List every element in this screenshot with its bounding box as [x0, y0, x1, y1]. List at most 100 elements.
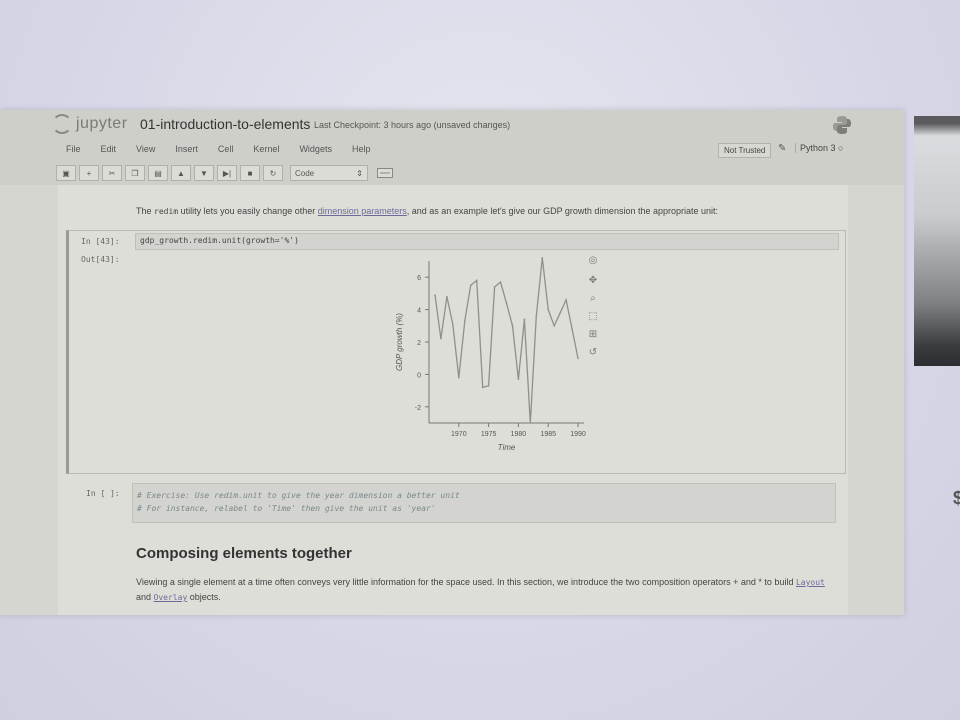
notebook-toolbar: ▣ + ✂ ❐ ▤ ▲ ▼ ▶| ■ ↻ Code ⇕ [56, 165, 393, 181]
kernel-idle-icon: ○ [838, 143, 844, 153]
restart-button[interactable]: ↻ [263, 165, 283, 181]
kernel-indicator: Python 3 ○ [795, 143, 843, 153]
data-point [571, 328, 573, 330]
dimension-parameters-link[interactable]: dimension parameters [317, 206, 407, 216]
y-tick-label: 0 [417, 372, 421, 379]
y-axis-label: GDP growth (%) [395, 313, 404, 371]
code-input[interactable]: gdp_growth.redim.unit(growth='%') [135, 233, 839, 250]
input-prompt: In [43]: [81, 237, 120, 246]
x-tick-label: 1990 [570, 431, 586, 438]
data-point [577, 357, 579, 359]
jupyter-logo[interactable]: jupyter [52, 114, 128, 134]
code-cell-exercise[interactable]: In [ ]: # Exercise: Use redim.unit to gi… [66, 481, 842, 531]
data-point [463, 320, 466, 322]
insert-cell-button[interactable]: + [79, 165, 99, 181]
data-point [499, 281, 502, 283]
data-point [553, 325, 555, 327]
data-point [452, 323, 454, 325]
comment-line-2: # For instance, relabel to 'Time' then g… [137, 504, 436, 513]
run-button[interactable]: ▶| [217, 165, 237, 181]
markdown-cell-redim[interactable]: The redim utility lets you easily change… [136, 206, 718, 216]
y-tick-label: -2 [415, 405, 421, 412]
markdown-cell-composing[interactable]: Viewing a single element at a time often… [136, 575, 836, 605]
refresh-icon: ↻ [269, 168, 277, 178]
arrow-down-icon: ▼ [200, 168, 208, 178]
data-point [511, 325, 514, 327]
md1-inline-code: redim [154, 207, 179, 216]
x-tick-label: 1975 [481, 431, 497, 438]
move-down-button[interactable]: ▼ [194, 165, 214, 181]
interrupt-button[interactable]: ■ [240, 165, 260, 181]
md1-text-pre: The [136, 206, 152, 216]
md2-text-1: Viewing a single element at a time often… [136, 577, 794, 587]
arrow-up-icon: ▲ [177, 168, 185, 178]
md2-and: and [136, 592, 152, 602]
cut-button[interactable]: ✂ [102, 165, 122, 181]
md1-text-mid: utility lets you easily change other [180, 206, 316, 216]
menu-edit[interactable]: Edit [100, 144, 117, 154]
data-point [529, 422, 532, 424]
jupyter-logo-icon [52, 114, 72, 134]
menu-widgets[interactable]: Widgets [299, 144, 332, 154]
adjacent-window-strip [914, 116, 960, 366]
save-icon[interactable]: ⊞ [589, 329, 597, 340]
python-logo-icon [833, 116, 851, 134]
gdp-growth-series-line [434, 257, 579, 424]
menu-kernel[interactable]: Kernel [253, 144, 280, 154]
menu-view[interactable]: View [136, 144, 156, 154]
code-source: gdp_growth.redim.unit(growth='%') [140, 236, 299, 245]
md2-text-2: objects. [189, 592, 221, 602]
menu-insert[interactable]: Insert [175, 144, 198, 154]
trust-indicator[interactable]: Not Trusted [718, 143, 772, 158]
data-point [493, 286, 496, 288]
jupyter-wordmark: jupyter [76, 115, 128, 132]
data-point [434, 294, 436, 296]
save-button[interactable]: ▣ [56, 165, 76, 181]
overlay-code-link[interactable]: Overlay [153, 593, 188, 602]
plus-icon: + [86, 168, 92, 178]
wheel-zoom-icon[interactable]: ⌕ [590, 293, 596, 304]
copy-button[interactable]: ❐ [125, 165, 145, 181]
data-point [487, 384, 490, 387]
x-tick-label: 1980 [511, 431, 527, 438]
menu-help[interactable]: Help [351, 144, 371, 154]
data-point [458, 376, 460, 379]
notebook-window: jupyter 01-introduction-to-elements Last… [0, 110, 904, 615]
data-point [559, 312, 561, 314]
code-cell-43[interactable]: In [43]: gdp_growth.redim.unit(growth='%… [66, 230, 846, 474]
menu-file[interactable]: File [66, 144, 81, 154]
menu-cell[interactable]: Cell [217, 144, 234, 154]
notebook-header: jupyter 01-introduction-to-elements Last… [0, 110, 904, 185]
layout-code-link[interactable]: Layout [795, 578, 825, 587]
paste-icon: ▤ [154, 168, 162, 178]
data-point [440, 337, 442, 340]
keyboard-icon[interactable] [377, 167, 393, 179]
input-prompt-empty: In [ ]: [86, 489, 120, 498]
x-tick-label: 1985 [540, 431, 556, 438]
x-tick-label: 1970 [451, 431, 467, 438]
data-point [565, 299, 567, 301]
move-up-button[interactable]: ▲ [171, 165, 191, 181]
notebook-area: The redim utility lets you easily change… [58, 185, 848, 615]
data-point [517, 378, 520, 381]
x-axis-label: Time [498, 443, 516, 452]
comment-line-1: # Exercise: Use redim.unit to give the y… [137, 491, 460, 500]
paste-button[interactable]: ▤ [148, 165, 168, 181]
data-point [535, 315, 538, 317]
pan-icon[interactable]: ✥ [589, 275, 597, 286]
stop-icon: ■ [247, 168, 253, 178]
section-heading: Composing elements together [136, 545, 352, 562]
box-zoom-icon[interactable]: ⬚ [588, 311, 597, 322]
edit-mode-pencil-icon: ✎ [778, 143, 787, 154]
bokeh-logo-icon[interactable]: ◎ [589, 255, 598, 266]
reset-icon[interactable]: ↺ [589, 347, 597, 358]
notebook-title[interactable]: 01-introduction-to-elements [140, 116, 311, 132]
cell-type-select[interactable]: Code ⇕ [290, 165, 368, 181]
cell-type-value: Code [295, 168, 315, 178]
checkpoint-status: Last Checkpoint: 3 hours ago (unsaved ch… [314, 120, 511, 130]
data-point [469, 284, 472, 287]
gdp-growth-plot[interactable]: -2 0 2 4 6 1970 1975 1980 1985 1990 Time GDP growth… [369, 253, 599, 469]
offscreen-fragment: $ [953, 488, 960, 508]
data-point [475, 279, 478, 282]
code-input-exercise[interactable]: # Exercise: Use redim.unit to give the y… [132, 483, 836, 523]
